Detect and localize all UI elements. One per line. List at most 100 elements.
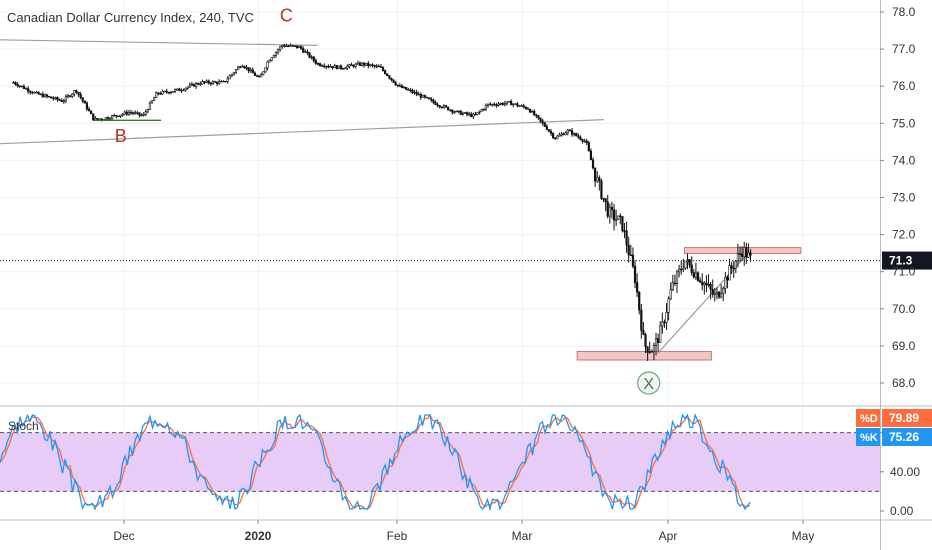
- candle-234: [503, 100, 506, 107]
- candle-28: [71, 92, 74, 99]
- candle-333: [711, 279, 714, 298]
- candle-body: [711, 288, 714, 295]
- candle-body: [434, 102, 437, 105]
- candle-body: [363, 62, 366, 66]
- candle-body: [654, 338, 658, 346]
- candle-339: [724, 272, 727, 294]
- candle-body: [491, 103, 494, 106]
- candle-body: [531, 110, 534, 113]
- candle-body: [663, 321, 666, 324]
- candle-311: [665, 303, 668, 330]
- candle-body: [115, 115, 118, 117]
- candle-body: [323, 65, 326, 68]
- stoch-axis[interactable]: 80.0040.000.00%D79.89%K75.26: [856, 409, 932, 518]
- candle-172: [373, 64, 376, 69]
- candle-278: [596, 171, 599, 183]
- candle-189: [409, 87, 412, 93]
- candle-291: [623, 222, 626, 239]
- stoch-d-label: %D: [860, 413, 878, 425]
- candle-285: [610, 201, 614, 219]
- candle-91: [203, 81, 206, 85]
- candle-body: [581, 139, 584, 142]
- price-tick-label: 71.0: [892, 265, 916, 279]
- candle-15: [43, 93, 47, 98]
- candle-69: [157, 92, 160, 96]
- candle-body: [734, 260, 737, 269]
- candle-264: [566, 128, 569, 136]
- candle-body: [113, 115, 116, 117]
- candle-196: [423, 94, 427, 99]
- candle-body: [43, 94, 47, 98]
- candle-body: [579, 136, 582, 140]
- candle-body: [295, 45, 299, 48]
- candle-7: [27, 86, 30, 94]
- candle-body: [451, 109, 454, 113]
- candle-231: [497, 101, 500, 107]
- candle-185: [400, 84, 404, 89]
- stoch-d-value-tag: [882, 409, 932, 427]
- candle-body: [155, 92, 158, 98]
- candle-68: [155, 91, 158, 98]
- candle-16: [45, 93, 49, 99]
- candle-70: [159, 91, 162, 95]
- candle-219: [472, 112, 475, 120]
- candle-78: [176, 88, 179, 91]
- time-axis[interactable]: Dec 2020 Feb Mar Apr May: [113, 520, 814, 543]
- candle-136: [297, 45, 301, 48]
- candle-121: [266, 60, 269, 71]
- price-tick-label: 72.0: [892, 228, 916, 242]
- candle-290: [621, 216, 624, 233]
- candle-body: [293, 45, 296, 47]
- candle-338: [722, 286, 725, 302]
- candle-79: [178, 87, 181, 92]
- candle-body: [276, 49, 280, 53]
- candle-49: [115, 115, 118, 119]
- candle-246: [528, 108, 532, 113]
- candle-334: [713, 287, 716, 302]
- price-tick-label: 74.0: [892, 153, 916, 167]
- candle-body: [722, 288, 725, 294]
- candle-269: [577, 133, 580, 139]
- candle-body: [224, 80, 227, 83]
- candle-274: [587, 140, 590, 152]
- candle-230: [495, 102, 498, 108]
- candle-body: [484, 105, 488, 110]
- candle-body: [140, 114, 143, 117]
- candle-body: [56, 97, 59, 100]
- candle-body: [671, 282, 674, 291]
- candle-body: [203, 81, 206, 83]
- chart-title: Canadian Dollar Currency Index, 240, TVC: [7, 10, 254, 25]
- candle-body: [398, 85, 401, 87]
- candle-159: [346, 64, 349, 71]
- price-axis[interactable]: 71.3 78.0 77.0 76.0 75.0 74.0 73.0 72.0 71.0 70.0…: [0, 5, 932, 390]
- candle-body: [552, 133, 555, 139]
- candle-98: [218, 79, 221, 85]
- candle-259: [556, 134, 559, 140]
- candle-2: [16, 82, 19, 88]
- candle-body: [558, 134, 561, 137]
- candle-340: [726, 275, 729, 289]
- candle-body: [694, 272, 698, 278]
- candle-body: [226, 78, 229, 82]
- candle-body: [192, 83, 196, 87]
- candle-body: [218, 81, 221, 84]
- candle-228: [491, 103, 494, 107]
- candle-body: [591, 159, 595, 169]
- candle-body: [510, 101, 513, 106]
- candle-312: [667, 296, 670, 321]
- candle-body: [220, 80, 223, 83]
- candle-320: [684, 261, 687, 270]
- candle-248: [533, 109, 536, 116]
- candle-178: [386, 73, 389, 77]
- candle-53: [123, 110, 126, 116]
- candle-body: [356, 62, 359, 65]
- price-tick-label: 68.0: [892, 376, 916, 390]
- candle-152: [331, 66, 334, 70]
- candle-body: [274, 51, 278, 56]
- candle-164: [356, 60, 359, 65]
- candle-body: [52, 97, 55, 100]
- candle-326: [696, 271, 700, 282]
- candle-12: [37, 91, 40, 95]
